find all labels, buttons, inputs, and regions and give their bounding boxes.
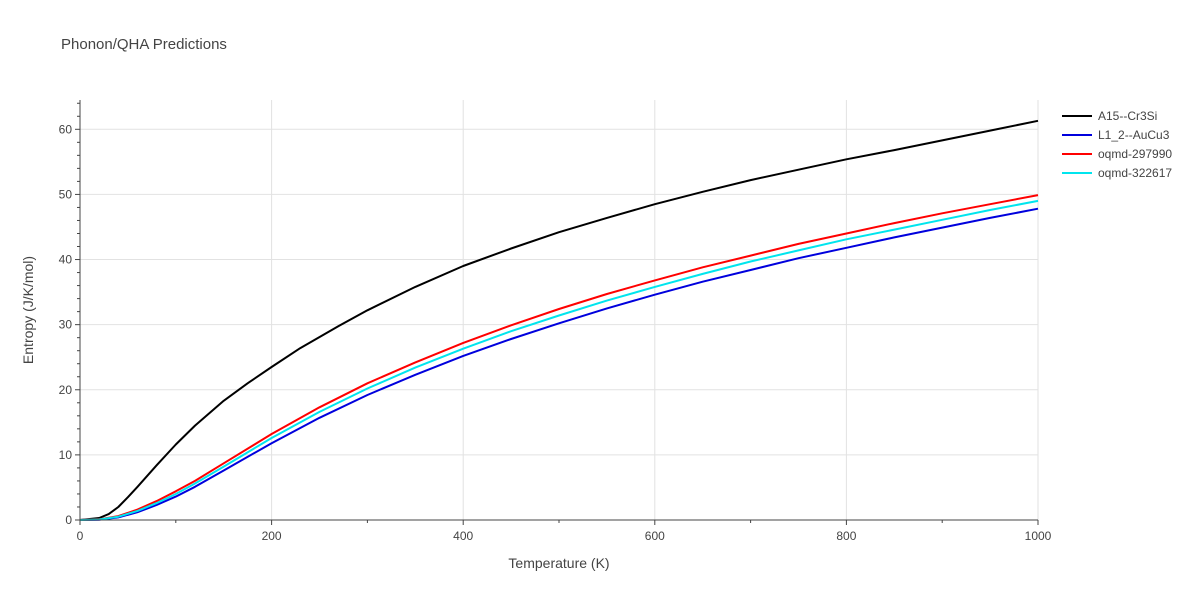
x-tick-label: 200 [262, 529, 282, 543]
legend-swatch-oqmd-297990 [1062, 152, 1092, 155]
legend-item[interactable]: L1_2--AuCu3 [1062, 125, 1172, 144]
series-layer [79, 119, 1039, 521]
chart-title: Phonon/QHA Predictions [61, 36, 227, 53]
y-axis-label: Entropy (J/K/mol) [20, 256, 36, 364]
y-tick-label: 30 [59, 318, 73, 332]
series-line-oqmd-322617 [79, 199, 1039, 521]
legend-swatch-oqmd-322617 [1062, 171, 1092, 174]
legend-item[interactable]: A15--Cr3Si [1062, 106, 1172, 125]
x-tick-label: 600 [645, 529, 665, 543]
x-tick-label: 1000 [1025, 529, 1052, 543]
series-line-oqmd-297990 [79, 194, 1039, 521]
x-tick-label: 0 [77, 529, 84, 543]
legend: A15--Cr3Si L1_2--AuCu3 oqmd-297990 oqmd-… [1062, 106, 1172, 182]
legend-label: L1_2--AuCu3 [1098, 127, 1170, 142]
y-tick-label: 10 [59, 448, 73, 462]
y-tick-label: 50 [59, 187, 73, 201]
y-tick-label: 20 [59, 383, 73, 397]
series-line-a15-cr3si [79, 119, 1039, 521]
y-tick-label: 60 [59, 122, 73, 136]
x-tick-label: 800 [836, 529, 856, 543]
y-tick-label: 0 [65, 513, 72, 527]
x-axis-label: Temperature (K) [508, 555, 609, 571]
series-line-l1-2-aucu3 [79, 207, 1039, 521]
gridlines [80, 100, 1039, 520]
axes: 0 200 400 600 800 1000 0 10 20 30 40 50 60 [59, 100, 1052, 543]
legend-swatch-a15-cr3si [1062, 114, 1092, 117]
legend-item[interactable]: oqmd-322617 [1062, 163, 1172, 182]
legend-item[interactable]: oqmd-297990 [1062, 144, 1172, 163]
legend-label: oqmd-322617 [1098, 165, 1173, 180]
legend-swatch-l1-2-aucu3 [1062, 133, 1092, 136]
x-tick-label: 400 [453, 529, 473, 543]
y-tick-label: 40 [59, 253, 73, 267]
legend-label: oqmd-297990 [1098, 146, 1173, 161]
legend-label: A15--Cr3Si [1098, 108, 1158, 123]
